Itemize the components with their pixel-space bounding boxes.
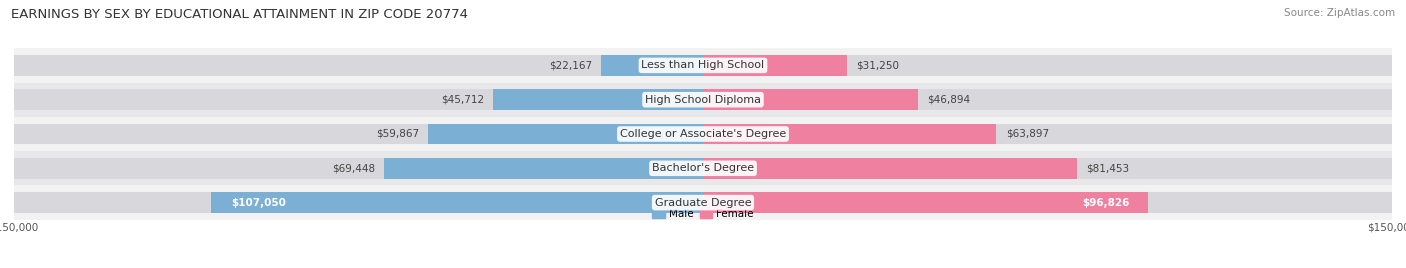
- Text: $31,250: $31,250: [856, 60, 898, 70]
- Text: Less than High School: Less than High School: [641, 60, 765, 70]
- Bar: [703, 192, 1147, 213]
- Text: $63,897: $63,897: [1005, 129, 1049, 139]
- Bar: [384, 158, 703, 178]
- Legend: Male, Female: Male, Female: [648, 205, 758, 223]
- Text: $107,050: $107,050: [231, 198, 285, 208]
- Bar: [703, 124, 997, 144]
- Bar: [14, 90, 703, 110]
- Text: College or Associate's Degree: College or Associate's Degree: [620, 129, 786, 139]
- Bar: [703, 124, 1392, 144]
- Text: $96,826: $96,826: [1083, 198, 1130, 208]
- Text: $22,167: $22,167: [548, 60, 592, 70]
- Bar: [703, 55, 1392, 76]
- Text: $59,867: $59,867: [375, 129, 419, 139]
- Bar: [14, 117, 1392, 151]
- Bar: [703, 90, 1392, 110]
- Text: High School Diploma: High School Diploma: [645, 95, 761, 105]
- Bar: [14, 158, 703, 178]
- Text: Graduate Degree: Graduate Degree: [655, 198, 751, 208]
- Bar: [14, 48, 1392, 83]
- Bar: [14, 83, 1392, 117]
- Text: Bachelor's Degree: Bachelor's Degree: [652, 163, 754, 173]
- Bar: [703, 90, 918, 110]
- Bar: [602, 55, 703, 76]
- Text: EARNINGS BY SEX BY EDUCATIONAL ATTAINMENT IN ZIP CODE 20774: EARNINGS BY SEX BY EDUCATIONAL ATTAINMEN…: [11, 8, 468, 21]
- Bar: [427, 124, 703, 144]
- Bar: [14, 192, 703, 213]
- Bar: [14, 55, 703, 76]
- Text: $69,448: $69,448: [332, 163, 375, 173]
- Bar: [14, 185, 1392, 220]
- Bar: [703, 55, 846, 76]
- Bar: [14, 124, 703, 144]
- Bar: [703, 158, 1392, 178]
- Bar: [703, 192, 1392, 213]
- Text: $81,453: $81,453: [1087, 163, 1129, 173]
- Text: $46,894: $46,894: [928, 95, 970, 105]
- Bar: [494, 90, 703, 110]
- Text: Source: ZipAtlas.com: Source: ZipAtlas.com: [1284, 8, 1395, 18]
- Bar: [14, 151, 1392, 185]
- Bar: [703, 158, 1077, 178]
- Bar: [211, 192, 703, 213]
- Text: $45,712: $45,712: [440, 95, 484, 105]
